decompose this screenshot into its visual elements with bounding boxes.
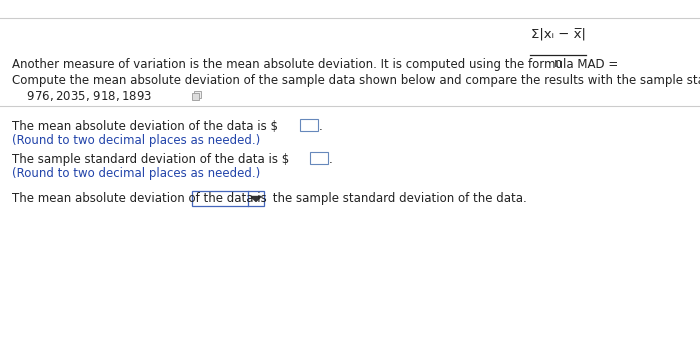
Text: Another measure of variation is the mean absolute deviation. It is computed usin: Another measure of variation is the mean… (12, 58, 622, 71)
FancyBboxPatch shape (192, 93, 199, 100)
Text: Σ|xᵢ − x̅|: Σ|xᵢ − x̅| (531, 27, 585, 40)
FancyBboxPatch shape (310, 152, 328, 164)
FancyBboxPatch shape (194, 91, 201, 98)
Text: Compute the mean absolute deviation of the sample data shown below and compare t: Compute the mean absolute deviation of t… (12, 74, 700, 87)
Text: (Round to two decimal places as needed.): (Round to two decimal places as needed.) (12, 134, 260, 147)
Text: n: n (554, 57, 562, 70)
Text: The mean absolute deviation of the data is: The mean absolute deviation of the data … (12, 192, 270, 205)
FancyBboxPatch shape (192, 191, 264, 206)
Text: .: . (329, 153, 332, 166)
Text: The mean absolute deviation of the data is $: The mean absolute deviation of the data … (12, 120, 278, 133)
Text: .: . (589, 56, 593, 69)
FancyBboxPatch shape (300, 119, 318, 131)
Text: .: . (319, 120, 323, 133)
Text: The sample standard deviation of the data is $: The sample standard deviation of the dat… (12, 153, 289, 166)
Text: the sample standard deviation of the data.: the sample standard deviation of the dat… (269, 192, 526, 205)
Polygon shape (251, 196, 261, 202)
Text: (Round to two decimal places as needed.): (Round to two decimal places as needed.) (12, 167, 260, 180)
Text: $976, $2035, $918, $1893: $976, $2035, $918, $1893 (12, 89, 152, 103)
